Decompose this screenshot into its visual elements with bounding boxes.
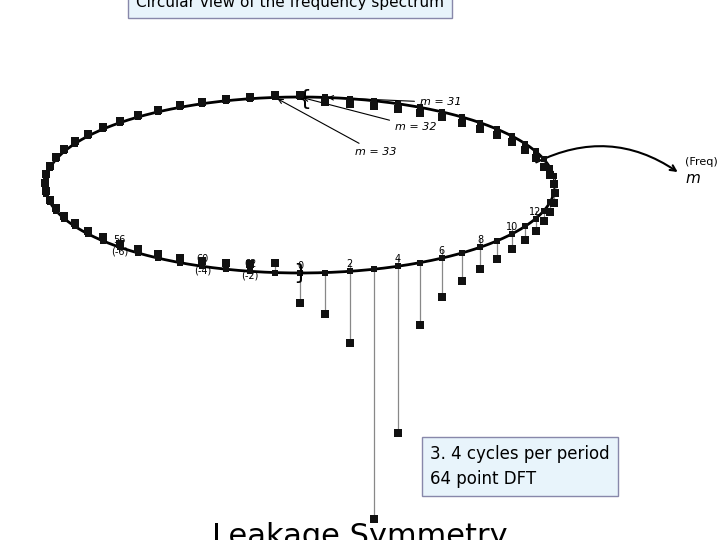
Text: (Freq): (Freq) [685, 157, 718, 167]
Text: 2: 2 [346, 259, 353, 269]
Text: 12: 12 [529, 207, 541, 217]
Text: m = 31: m = 31 [329, 96, 462, 107]
Text: m = 32: m = 32 [304, 97, 436, 132]
Text: m: m [685, 171, 700, 186]
Text: 4: 4 [395, 254, 400, 264]
Text: m = 33: m = 33 [279, 99, 397, 158]
Text: 3. 4 cycles per period
64 point DFT: 3. 4 cycles per period 64 point DFT [430, 445, 610, 488]
Text: Leakage Symmetry: Leakage Symmetry [212, 522, 508, 540]
Text: 8: 8 [477, 235, 483, 245]
Text: Circular view of the frequency spectrum: Circular view of the frequency spectrum [136, 0, 444, 10]
Text: 56
(-6): 56 (-6) [111, 235, 128, 257]
Text: 62
(-2): 62 (-2) [242, 259, 259, 281]
Text: }: } [293, 263, 307, 283]
Text: 0: 0 [297, 261, 303, 271]
Text: 6: 6 [438, 246, 445, 256]
Text: 10: 10 [506, 222, 518, 232]
Text: 60
(-4): 60 (-4) [194, 254, 211, 276]
Text: }: } [293, 87, 307, 107]
